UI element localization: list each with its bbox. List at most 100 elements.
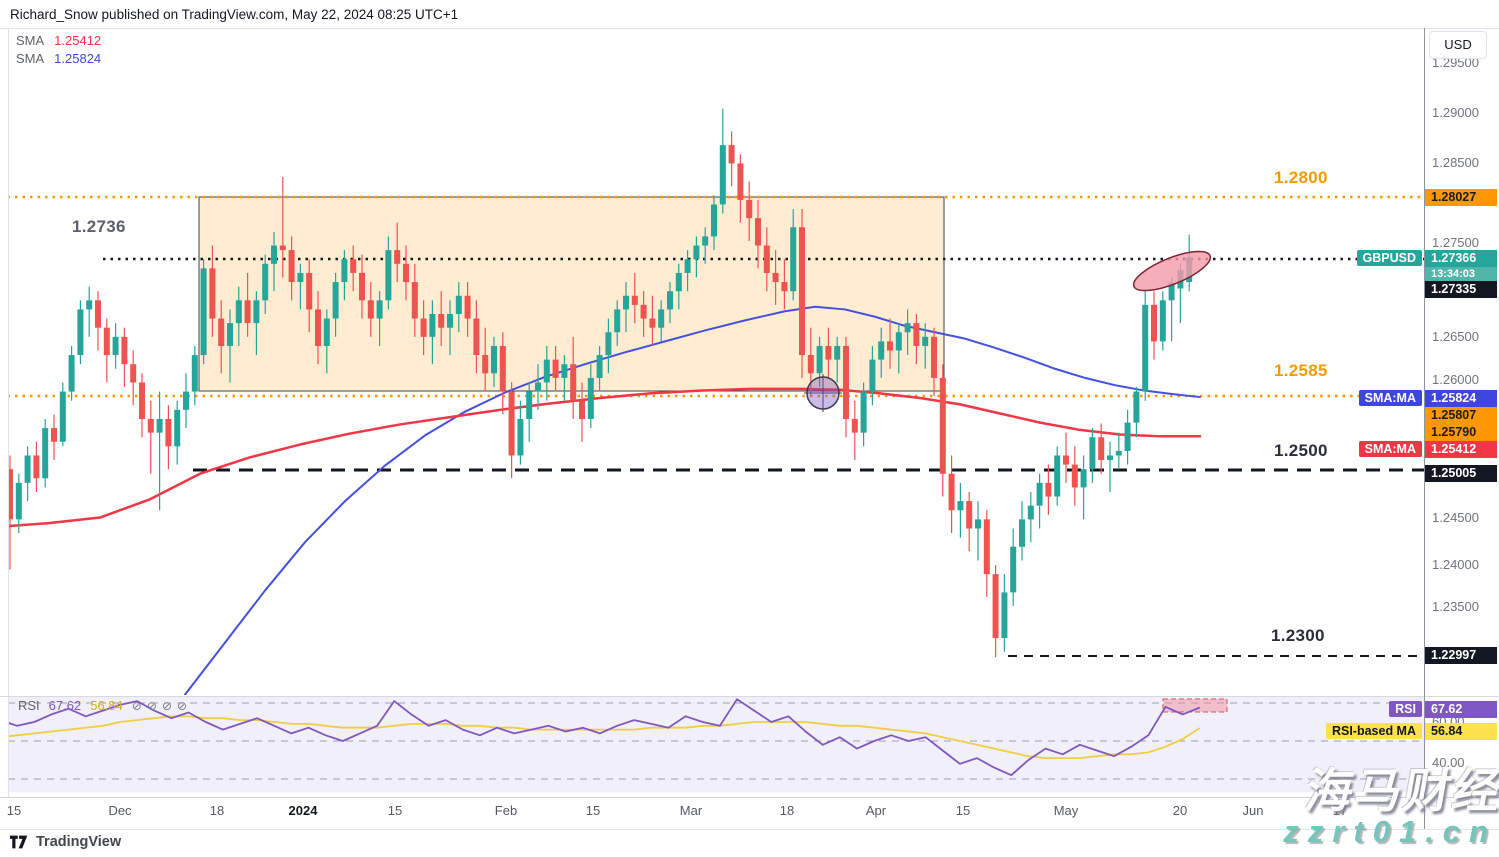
currency-toggle-button[interactable]: USD <box>1429 31 1487 59</box>
axis-badge-1.27366: 1.27366 <box>1425 249 1497 267</box>
sma-slow-label: SMA <box>16 51 45 66</box>
candle-body <box>719 145 726 205</box>
candle-body <box>799 227 805 356</box>
axis-badge-1.25790: 1.25790 <box>1425 423 1497 441</box>
candle-body <box>543 359 550 383</box>
sma-fast-value: 1.25412 <box>54 33 102 48</box>
sma-fast-line[interactable] <box>0 387 1202 528</box>
candle-body <box>191 355 198 392</box>
candle-body <box>1124 422 1131 451</box>
candle-body <box>649 318 656 328</box>
sma-slow-line[interactable] <box>184 305 1201 695</box>
rsi-highlight-box[interactable] <box>1162 698 1228 713</box>
axis-badge-1.25824: 1.25824 <box>1425 389 1497 407</box>
candle-body <box>702 236 709 246</box>
candle-body <box>1115 450 1122 456</box>
candle-body <box>332 282 339 319</box>
candle-body <box>851 418 858 433</box>
candle-body <box>200 268 207 356</box>
candle-body <box>772 272 779 283</box>
candle-body <box>667 291 673 310</box>
candle-body <box>8 469 13 520</box>
rsi-ma-value: 56.84 <box>90 698 123 713</box>
candle-body <box>367 300 374 319</box>
price-axis-tick: 1.24500 <box>1432 510 1479 525</box>
circle-slash-icon[interactable]: ⊘ <box>176 699 188 713</box>
sma-fast-label: SMA <box>16 33 45 48</box>
candle-body <box>165 418 172 447</box>
candle-body <box>1001 592 1008 639</box>
candle-body <box>59 391 66 442</box>
axis-badge-13:34:03: 13:34:03 <box>1425 267 1497 281</box>
time-axis-label-Mar: Mar <box>679 803 703 818</box>
publication-caption: Richard_Snow published on TradingView.co… <box>10 7 459 22</box>
axis-badge-67.62: 67.62 <box>1425 700 1497 718</box>
candle-body <box>1027 505 1034 520</box>
candle-body <box>728 145 735 164</box>
candle-body <box>816 345 823 374</box>
axis-badge-1.25005: 1.25005 <box>1425 464 1497 482</box>
candle-body <box>755 218 761 246</box>
tradingview-brand-text[interactable]: TradingView <box>36 834 122 850</box>
sma-slow-legend-row[interactable]: SMA 1.25824 <box>16 51 101 69</box>
candle-body <box>385 250 392 301</box>
candle-body <box>631 295 638 305</box>
candle-body <box>464 295 471 319</box>
rsi-label: RSI <box>18 698 40 713</box>
price-axis-tick: 1.24000 <box>1432 557 1479 572</box>
axis-badge-1.28027: 1.28027 <box>1425 188 1497 206</box>
tradingview-logo-icon[interactable] <box>10 835 30 849</box>
candle-body <box>473 318 480 356</box>
candle-body <box>1089 437 1096 470</box>
candle-body <box>95 300 101 328</box>
candle-body <box>130 364 137 383</box>
candle-body <box>447 314 453 328</box>
sma-fast-legend-row[interactable]: SMA 1.25412 <box>16 33 101 51</box>
rsi-axis-tick: 40.00 <box>1432 755 1465 770</box>
time-axis-label-2024: 2024 <box>288 803 318 818</box>
candle-body <box>403 263 409 283</box>
candle-body <box>640 304 647 319</box>
candle-body <box>455 295 462 315</box>
candle-body <box>887 341 893 351</box>
candle-body <box>895 332 902 351</box>
candle-body <box>438 314 445 328</box>
rsi-line[interactable] <box>0 698 1201 777</box>
axis-badge-1.25412: 1.25412 <box>1425 440 1497 458</box>
circle-slash-icon[interactable]: ⊘ <box>161 699 172 713</box>
candle-body <box>24 455 31 483</box>
candle-body <box>499 345 506 392</box>
rsi-toolbar-icons: ⊘ ⊘ ⊘ ⊘ <box>132 698 192 713</box>
rsi-value: 67.62 <box>48 698 82 713</box>
candle-body <box>579 400 585 419</box>
candle-body <box>605 332 612 356</box>
rsi-ma-line[interactable] <box>0 715 1201 759</box>
candle-body <box>807 355 814 374</box>
candle-body <box>482 355 489 374</box>
level-label-1.2585: 1.2585 <box>1274 361 1328 380</box>
candle-body <box>147 418 154 433</box>
rsi-legend-row[interactable]: RSI 67.62 56.84 ⊘ ⊘ ⊘ ⊘ <box>18 698 201 713</box>
time-axis-label-18: 18 <box>209 803 225 818</box>
breakout-ellipse-annotation[interactable] <box>1129 244 1215 299</box>
axis-badge-56.84: 56.84 <box>1425 722 1497 740</box>
candle-body <box>1036 482 1043 506</box>
candle-body <box>359 272 365 301</box>
circle-slash-icon[interactable]: ⊘ <box>131 699 142 713</box>
price-axis-tick: 1.29000 <box>1432 105 1479 120</box>
time-axis-label-17: 17 <box>1332 803 1348 818</box>
candle-body <box>103 327 110 356</box>
candle-body <box>711 204 717 237</box>
anchor-circle-marker[interactable] <box>806 376 840 410</box>
candle-body <box>790 227 797 292</box>
candle-body <box>684 259 691 273</box>
circle-slash-icon[interactable]: ⊘ <box>146 699 157 713</box>
candle-body <box>253 300 260 324</box>
candle-body <box>183 391 189 410</box>
time-axis-label-18: 18 <box>779 803 795 818</box>
candle-body <box>235 300 242 324</box>
time-axis-label-Apr: Apr <box>865 803 887 818</box>
candle-body <box>491 345 497 374</box>
